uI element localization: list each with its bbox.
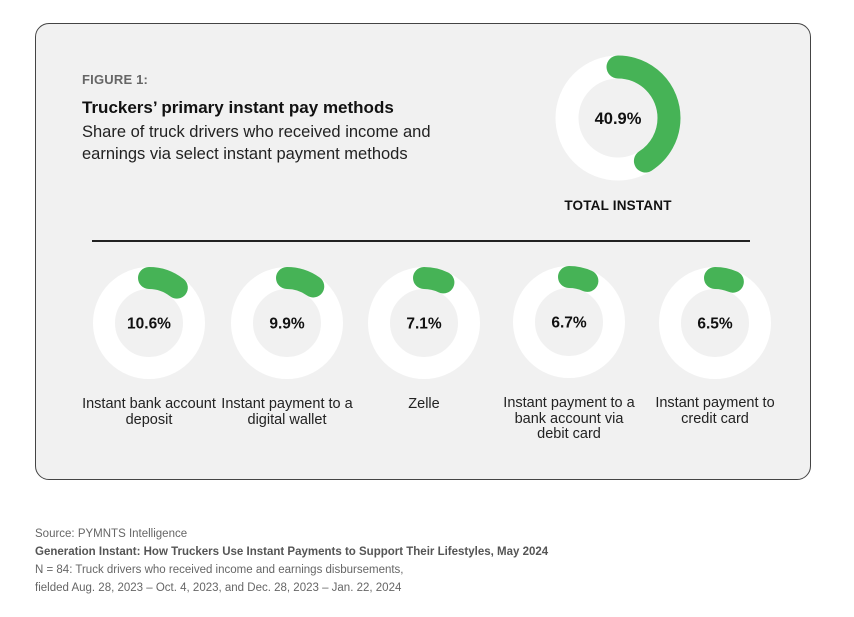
footer-report: Generation Instant: How Truckers Use Ins… — [35, 546, 549, 558]
footer-fielded: fielded Aug. 28, 2023 – Oct. 4, 2023, an… — [35, 582, 402, 594]
category-label-debit-card: Instant payment to a bank account via de… — [503, 395, 635, 442]
figure-label: FIGURE 1: — [82, 72, 149, 87]
figure-title: Truckers’ primary instant pay methods — [82, 98, 394, 117]
total-instant-label: TOTAL INSTANT — [564, 198, 672, 213]
category-label-credit-card: Instant payment to credit card — [655, 395, 775, 427]
category-label-digital-wallet: Instant payment to a digital wallet — [221, 396, 353, 428]
category-label-zelle: Zelle — [408, 396, 440, 412]
divider-line — [92, 240, 750, 242]
category-label-instant-bank: Instant bank account deposit — [82, 396, 216, 428]
figure-card — [35, 23, 811, 480]
footer-sample: N = 84: Truck drivers who received incom… — [35, 564, 404, 576]
figure-subtitle: Share of truck drivers who received inco… — [82, 123, 431, 163]
footer-source: Source: PYMNTS Intelligence — [35, 528, 188, 540]
